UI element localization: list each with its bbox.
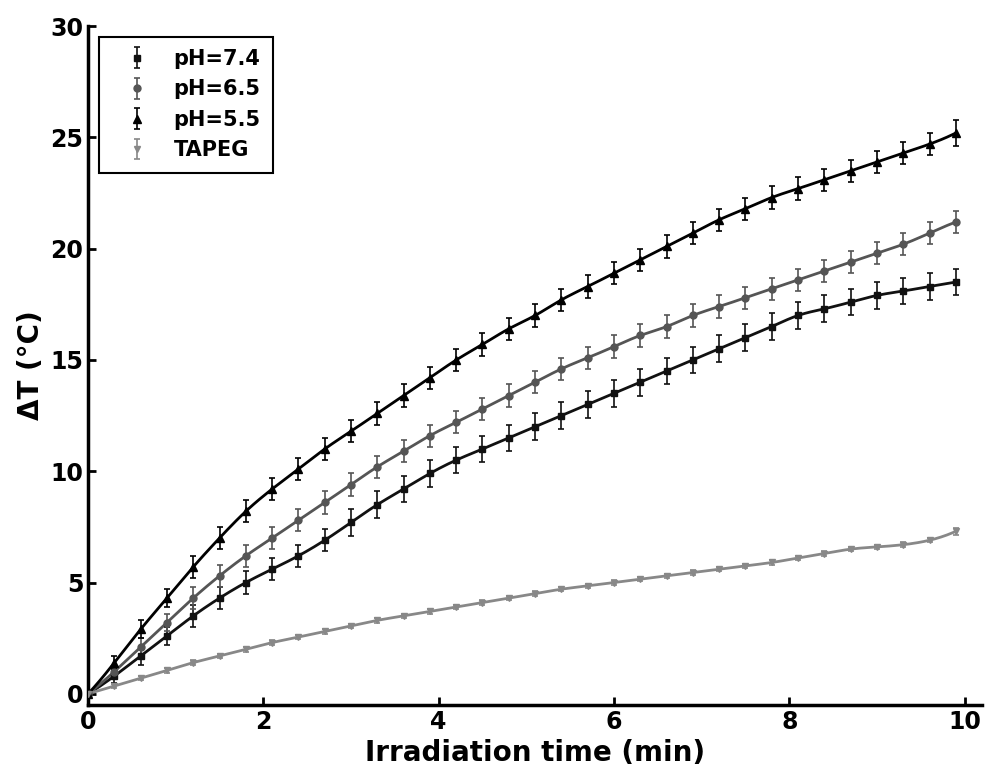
Legend: pH=7.4, pH=6.5, pH=5.5, TAPEG: pH=7.4, pH=6.5, pH=5.5, TAPEG — [98, 37, 273, 172]
Y-axis label: ΔT (°C): ΔT (°C) — [17, 310, 45, 420]
X-axis label: Irradiation time (min): Irradiation time (min) — [365, 739, 705, 768]
